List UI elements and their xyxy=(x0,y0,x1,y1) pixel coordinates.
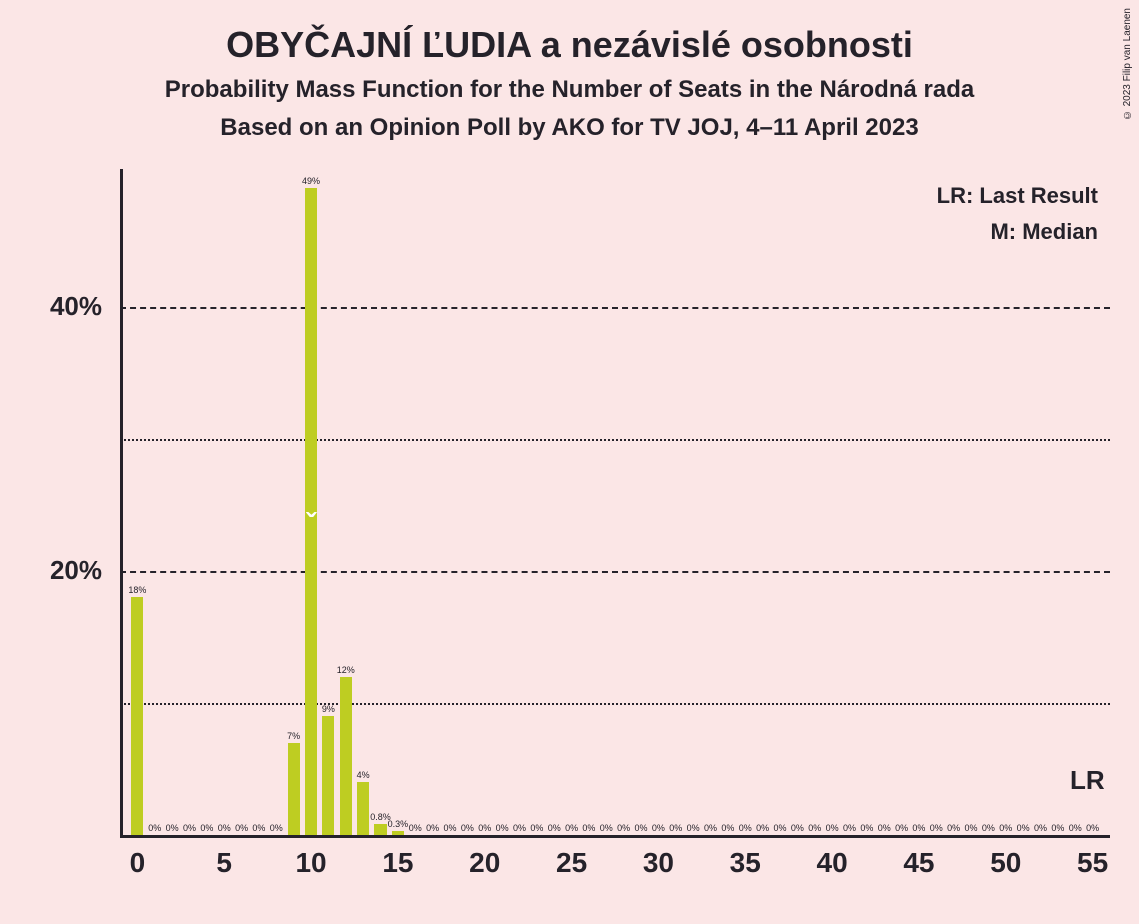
bar-value-label: 12% xyxy=(337,665,355,675)
x-tick-label: 45 xyxy=(903,847,934,879)
bar-value-label: 0% xyxy=(148,823,161,833)
bar-value-label: 0.3% xyxy=(388,819,409,829)
bar-value-label: 0% xyxy=(756,823,769,833)
bar-value-label: 0% xyxy=(635,823,648,833)
bar-value-label: 0% xyxy=(982,823,995,833)
x-tick-label: 0 xyxy=(130,847,146,879)
bar-value-label: 0% xyxy=(252,823,265,833)
bar xyxy=(340,677,352,835)
bar-value-label: 0% xyxy=(912,823,925,833)
bar-value-label: 0% xyxy=(1051,823,1064,833)
bar-value-label: 0% xyxy=(843,823,856,833)
bar-value-label: 0% xyxy=(600,823,613,833)
bar xyxy=(288,743,300,835)
bar-value-label: 0% xyxy=(270,823,283,833)
bar xyxy=(374,824,386,835)
bar-value-label: 0% xyxy=(409,823,422,833)
bar xyxy=(131,597,143,835)
bar-value-label: 9% xyxy=(322,704,335,714)
gridline-major xyxy=(120,571,1110,573)
bar-value-label: 0% xyxy=(183,823,196,833)
x-axis-line xyxy=(120,835,1110,838)
bar-value-label: 0% xyxy=(530,823,543,833)
gridline-minor xyxy=(120,439,1110,441)
bar xyxy=(357,782,369,835)
bar-value-label: 0% xyxy=(687,823,700,833)
bar xyxy=(305,188,317,835)
bar-value-label: 49% xyxy=(302,176,320,186)
legend-lr: LR: Last Result xyxy=(937,183,1098,209)
chart-subtitle-2: Based on an Opinion Poll by AKO for TV J… xyxy=(0,114,1139,142)
bar-value-label: 0% xyxy=(200,823,213,833)
bar-value-label: 0% xyxy=(513,823,526,833)
x-tick-label: 20 xyxy=(469,847,500,879)
x-tick-label: 50 xyxy=(990,847,1021,879)
bar-value-label: 0% xyxy=(565,823,578,833)
x-tick-label: 35 xyxy=(730,847,761,879)
bar-value-label: 0% xyxy=(548,823,561,833)
chart-subtitle-1: Probability Mass Function for the Number… xyxy=(0,76,1139,104)
bar-value-label: 0% xyxy=(235,823,248,833)
bar-value-label: 0% xyxy=(895,823,908,833)
plot-area: 20%40%18%0%0%0%0%0%0%0%0%7%ˇ49%9%12%4%0.… xyxy=(120,175,1110,835)
bar-value-label: 0% xyxy=(1034,823,1047,833)
bar-value-label: 0% xyxy=(739,823,752,833)
bar-value-label: 0% xyxy=(878,823,891,833)
legend-median: M: Median xyxy=(990,219,1098,245)
bar-value-label: 0% xyxy=(461,823,474,833)
x-tick-label: 55 xyxy=(1077,847,1108,879)
gridline-major xyxy=(120,307,1110,309)
bar-value-label: 0% xyxy=(1086,823,1099,833)
bar-value-label: 0% xyxy=(669,823,682,833)
bar-value-label: 0% xyxy=(166,823,179,833)
bar-value-label: 0% xyxy=(652,823,665,833)
bar-value-label: 0% xyxy=(443,823,456,833)
bar-value-label: 0% xyxy=(965,823,978,833)
last-result-marker: LR xyxy=(1070,765,1105,796)
y-axis-line xyxy=(120,169,123,835)
bar-value-label: 0% xyxy=(218,823,231,833)
x-tick-label: 5 xyxy=(216,847,232,879)
bar-value-label: 0% xyxy=(773,823,786,833)
bar-value-label: 0% xyxy=(582,823,595,833)
bar-value-label: 0% xyxy=(860,823,873,833)
bar-value-label: 0% xyxy=(1069,823,1082,833)
chart-title: OBYČAJNÍ ĽUDIA a nezávislé osobnosti xyxy=(0,0,1139,66)
bar-value-label: 7% xyxy=(287,731,300,741)
bar-value-label: 4% xyxy=(357,770,370,780)
bar-value-label: 0% xyxy=(496,823,509,833)
y-tick-label: 20% xyxy=(12,555,102,586)
bar-value-label: 0% xyxy=(1017,823,1030,833)
bar-value-label: 18% xyxy=(128,585,146,595)
bar-value-label: 0% xyxy=(947,823,960,833)
bar-value-label: 0% xyxy=(930,823,943,833)
bar-value-label: 0% xyxy=(791,823,804,833)
bar-value-label: 0% xyxy=(826,823,839,833)
bar-value-label: 0% xyxy=(808,823,821,833)
x-tick-label: 30 xyxy=(643,847,674,879)
bar-value-label: 0% xyxy=(999,823,1012,833)
x-tick-label: 10 xyxy=(295,847,326,879)
x-tick-label: 15 xyxy=(382,847,413,879)
x-tick-label: 25 xyxy=(556,847,587,879)
bar xyxy=(322,716,334,835)
x-tick-label: 40 xyxy=(817,847,848,879)
bar-value-label: 0% xyxy=(617,823,630,833)
bar-value-label: 0% xyxy=(478,823,491,833)
bar-value-label: 0% xyxy=(426,823,439,833)
bar-value-label: 0% xyxy=(704,823,717,833)
gridline-minor xyxy=(120,703,1110,705)
copyright-notice: © 2023 Filip van Laenen xyxy=(1122,8,1133,120)
y-tick-label: 40% xyxy=(12,291,102,322)
bar-value-label: 0% xyxy=(721,823,734,833)
